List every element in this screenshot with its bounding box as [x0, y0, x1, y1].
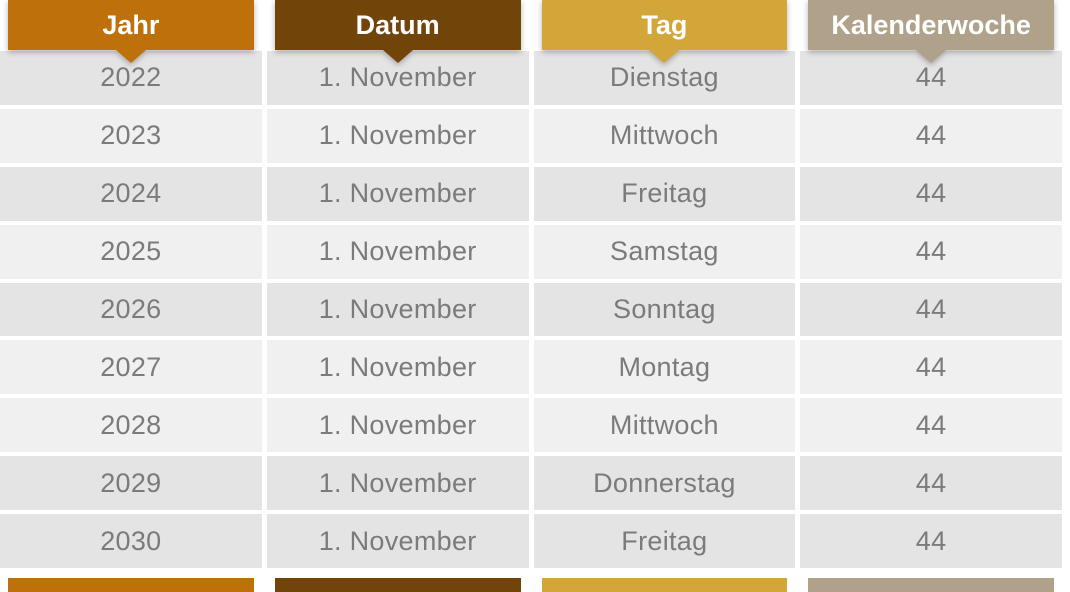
cell-datum: 1. November: [266, 51, 529, 105]
cell-kalenderwoche: 44: [800, 224, 1062, 279]
cell-jahr: 2029: [0, 456, 262, 511]
cell-kalenderwoche: 44: [800, 51, 1062, 105]
cell-tag: Donnerstag: [533, 456, 796, 511]
next-section-header-band: [0, 578, 1070, 592]
table-body: 2022 1. November Dienstag 44 2023 1. Nov…: [0, 51, 1070, 569]
column-header-tag: Tag: [541, 0, 788, 50]
cell-jahr: 2023: [0, 108, 262, 163]
cell-datum: 1. November: [266, 456, 529, 511]
cell-kalenderwoche: 44: [800, 514, 1062, 569]
cell-jahr: 2030: [0, 514, 262, 569]
footer-bar-kalenderwoche: [808, 578, 1054, 592]
cell-jahr: 2027: [0, 340, 262, 395]
cell-datum: 1. November: [266, 282, 529, 337]
cell-datum: 1. November: [266, 340, 529, 395]
cell-tag: Freitag: [533, 166, 796, 221]
cell-datum: 1. November: [266, 166, 529, 221]
cell-kalenderwoche: 44: [800, 282, 1062, 337]
footer-bar-datum: [274, 578, 521, 592]
table-header-row: Jahr Datum Tag Kalenderwoche: [0, 0, 1070, 50]
cell-kalenderwoche: 44: [800, 456, 1062, 511]
cell-tag: Mittwoch: [533, 398, 796, 453]
cell-datum: 1. November: [266, 514, 529, 569]
column-header-jahr: Jahr: [8, 0, 254, 50]
footer-bar-jahr: [8, 578, 254, 592]
cell-kalenderwoche: 44: [800, 340, 1062, 395]
cell-jahr: 2024: [0, 166, 262, 221]
column-header-kalenderwoche: Kalenderwoche: [808, 0, 1054, 50]
cell-kalenderwoche: 44: [800, 108, 1062, 163]
footer-bar-tag: [541, 578, 788, 592]
cell-datum: 1. November: [266, 398, 529, 453]
cell-datum: 1. November: [266, 224, 529, 279]
cell-tag: Sonntag: [533, 282, 796, 337]
cell-tag: Montag: [533, 340, 796, 395]
cell-tag: Samstag: [533, 224, 796, 279]
cell-jahr: 2028: [0, 398, 262, 453]
column-header-label: Datum: [355, 9, 440, 40]
cell-jahr: 2025: [0, 224, 262, 279]
cell-kalenderwoche: 44: [800, 166, 1062, 221]
column-header-datum: Datum: [274, 0, 521, 50]
cell-kalenderwoche: 44: [800, 398, 1062, 453]
cell-tag: Mittwoch: [533, 108, 796, 163]
column-header-label: Kalenderwoche: [831, 9, 1031, 40]
column-header-label: Tag: [641, 9, 688, 40]
cell-tag: Freitag: [533, 514, 796, 569]
cell-jahr: 2026: [0, 282, 262, 337]
cell-datum: 1. November: [266, 108, 529, 163]
column-header-label: Jahr: [102, 9, 160, 40]
